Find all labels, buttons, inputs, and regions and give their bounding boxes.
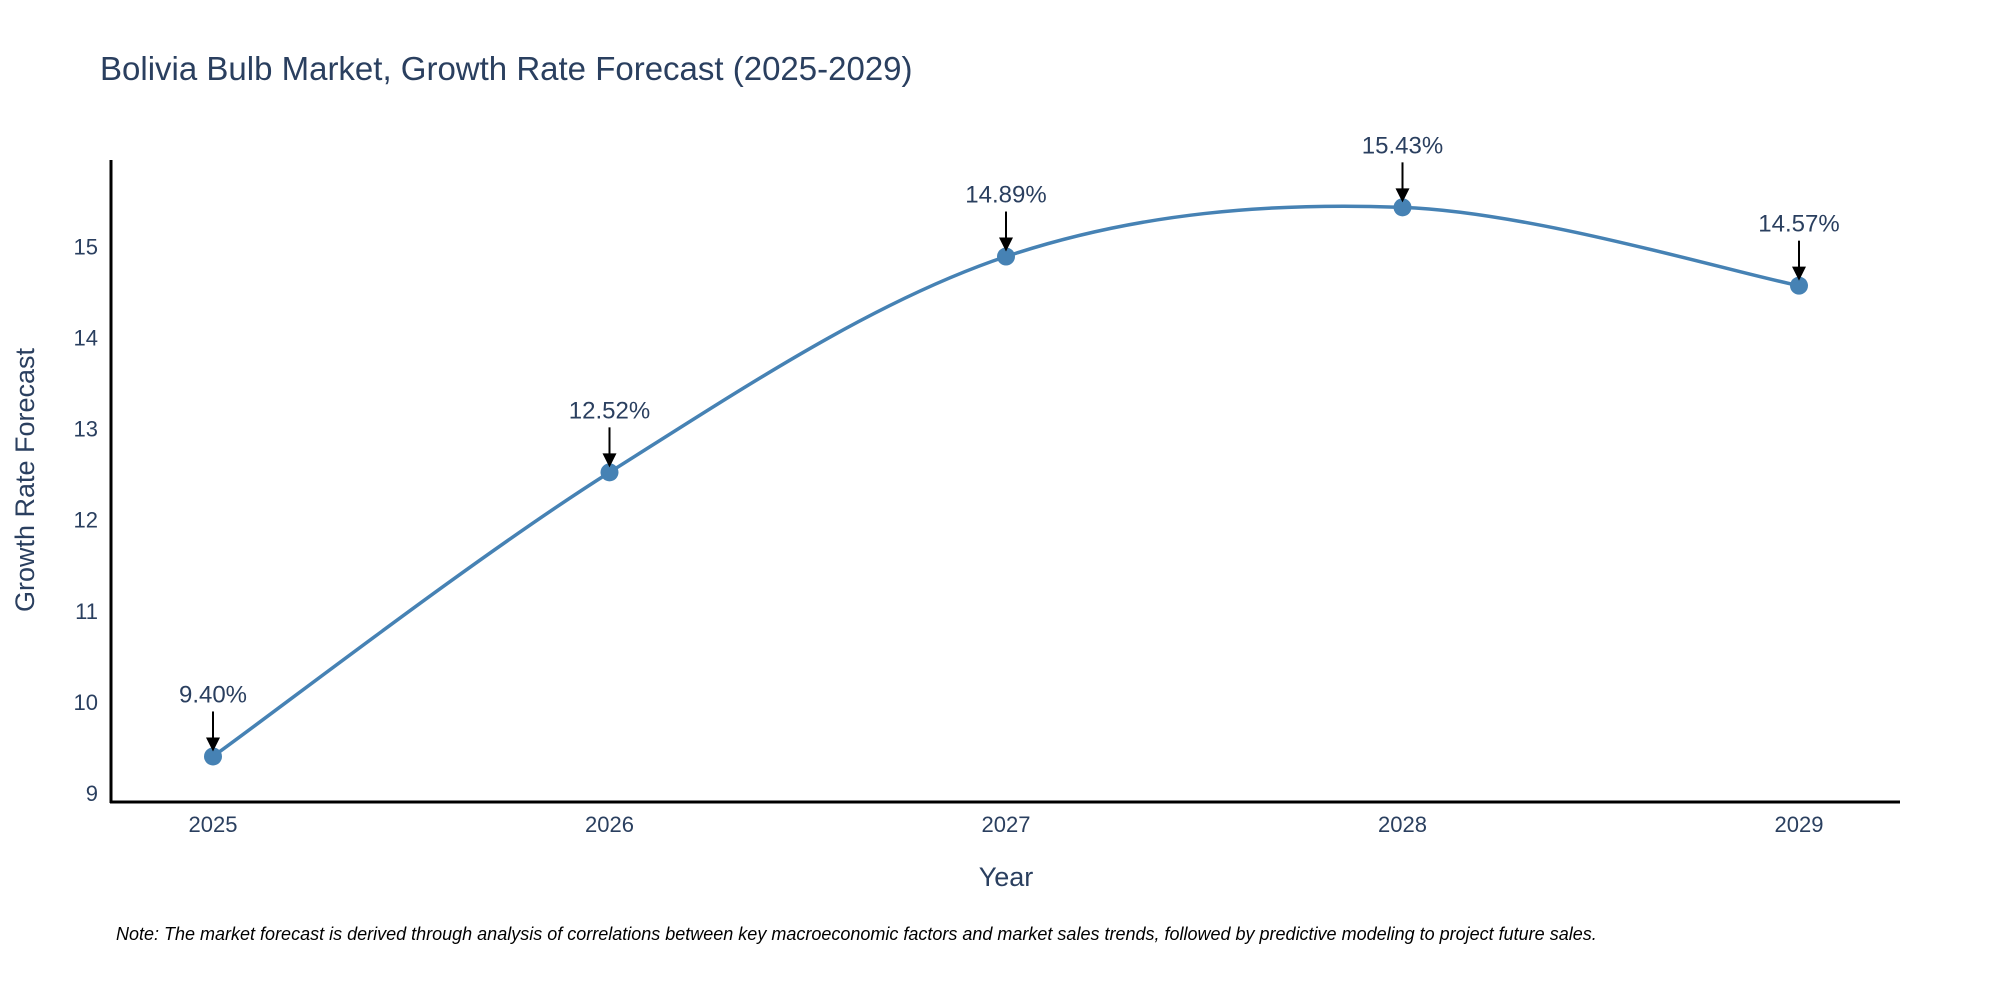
x-axis-ticks: 2025 2026 2027 2028 2029 [189,812,1824,837]
y-tick-label: 12 [74,508,98,533]
y-tick-label: 14 [74,326,98,351]
footnote: Note: The market forecast is derived thr… [116,924,1597,944]
data-annotations: 9.40% 12.52% 14.89% 15.43% 14.57% [179,132,1840,752]
y-tick-label: 10 [74,690,98,715]
x-axis-title: Year [979,862,1034,892]
annotation-arrow-head [206,737,220,752]
x-tick-label: 2025 [189,812,238,837]
annotation-arrow-head [602,453,617,468]
data-label-2025: 9.40% [179,681,247,708]
data-point-2026[interactable] [600,463,619,482]
x-tick-label: 2027 [982,812,1031,837]
data-point-2029[interactable] [1790,276,1808,295]
series-line [211,204,1800,758]
chart-title: Bolivia Bulb Market, Growth Rate Forecas… [100,50,913,87]
y-tick-label: 9 [86,781,98,806]
data-point-2027[interactable] [997,247,1015,266]
data-label-2029: 14.57% [1758,211,1839,238]
y-tick-label: 15 [74,235,98,260]
x-tick-label: 2028 [1378,812,1427,837]
y-tick-label: 13 [74,417,98,442]
data-label-2027: 14.89% [965,182,1046,209]
data-markers [204,198,1808,766]
data-point-2028[interactable] [1393,198,1412,217]
y-axis-ticks: 9 10 11 12 13 14 15 [74,235,98,806]
annotation-arrow-head [999,237,1013,252]
x-tick-label: 2029 [1775,812,1824,837]
data-label-2028: 15.43% [1362,132,1443,159]
y-tick-label: 11 [75,599,98,624]
data-label-2026: 12.52% [569,397,650,424]
annotation-arrow-head [1792,266,1806,281]
data-point-2025[interactable] [204,747,222,766]
x-tick-label: 2026 [585,812,634,837]
annotation-arrow-head [1395,188,1410,203]
y-axis-title: Growth Rate Forecast [10,347,40,612]
